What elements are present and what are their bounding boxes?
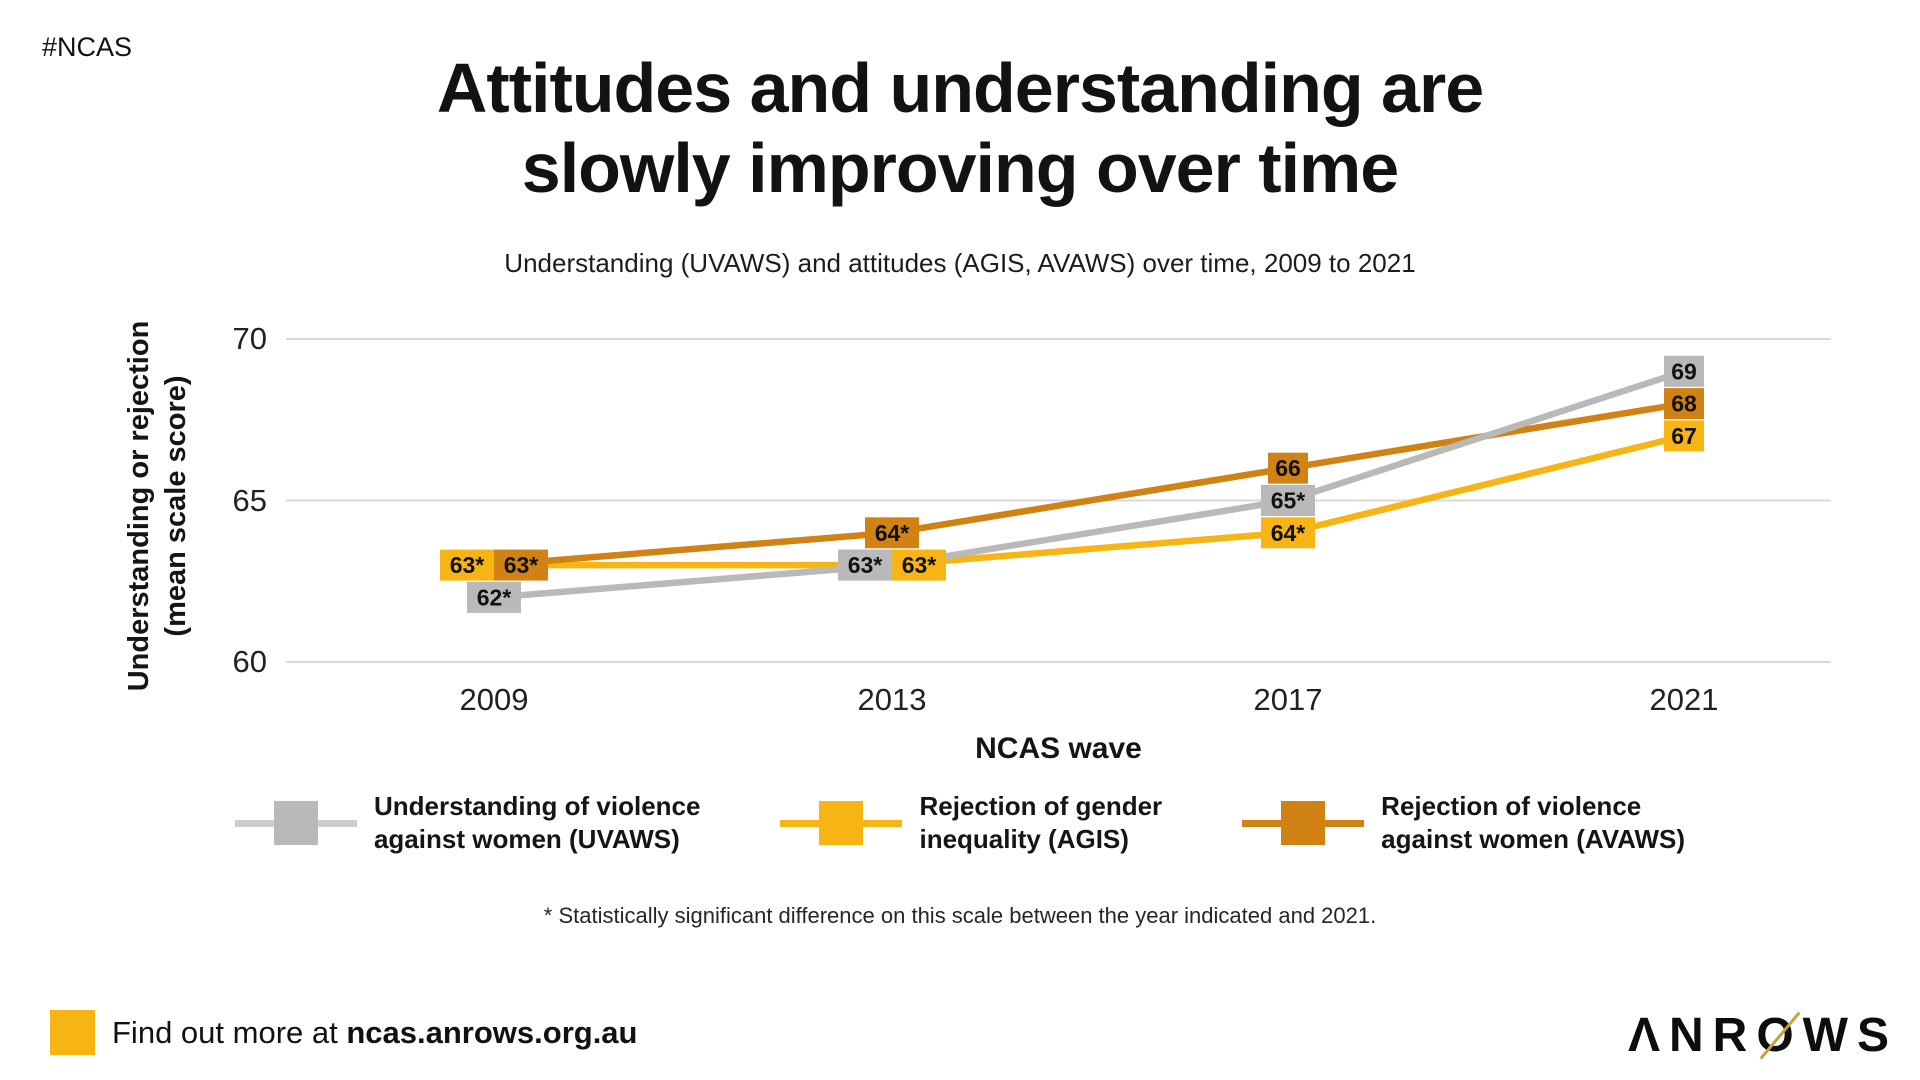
svg-text:66: 66 — [1275, 455, 1301, 481]
svg-text:63*: 63* — [504, 552, 539, 578]
x-tick-2017: 2017 — [1253, 682, 1323, 717]
y-tick-65: 65 — [232, 483, 267, 518]
legend-item-avaws: Rejection of violence against women (AVA… — [1242, 790, 1685, 856]
x-tick-2009: 2009 — [459, 682, 529, 717]
legend-label-agis: Rejection of gender inequality (AGIS) — [919, 791, 1163, 854]
legend-item-uvaws: Understanding of violence against women … — [234, 790, 701, 856]
ncas-url: ncas.anrows.org.au — [346, 1015, 638, 1050]
legend-square-icon — [273, 801, 318, 845]
footer-yellow-square-icon — [50, 1010, 95, 1055]
hashtag-label: #NCAS — [42, 32, 133, 62]
x-tick-2013: 2013 — [857, 682, 927, 717]
page-title-line2: slowly improving over time — [521, 129, 1399, 207]
svg-text:63*: 63* — [902, 552, 937, 578]
legend-square-icon — [819, 801, 864, 845]
chart-subtitle: Understanding (UVAWS) and attitudes (AGI… — [504, 248, 1416, 278]
y-axis-title-line1: Understanding or rejection — [123, 320, 155, 692]
anrows-logo-slashed-o: O — [1756, 1009, 1803, 1062]
anrows-logo: ΛNROWS — [1627, 1009, 1898, 1062]
svg-text:67: 67 — [1671, 423, 1697, 449]
chart-legend: Understanding of violence against women … — [0, 790, 1920, 856]
find-out-more-text: Find out more at ncas.anrows.org.au — [112, 1015, 637, 1051]
legend-label-avaws: Rejection of violence against women (AVA… — [1381, 791, 1686, 854]
y-tick-60: 60 — [232, 644, 267, 679]
svg-text:64*: 64* — [1271, 520, 1306, 546]
svg-text:64*: 64* — [875, 520, 910, 546]
legend-label-uvaws: Understanding of violence against women … — [373, 791, 701, 854]
x-axis-title: NCAS wave — [975, 732, 1142, 765]
x-tick-2021: 2021 — [1649, 682, 1719, 717]
svg-text:68: 68 — [1671, 391, 1697, 417]
svg-text:62*: 62* — [477, 584, 512, 610]
page-title-line1: Attitudes and understanding are — [436, 49, 1484, 127]
significance-footnote: * Statistically significant difference o… — [543, 903, 1377, 928]
svg-text:69: 69 — [1671, 358, 1697, 384]
find-out-more-prefix: Find out more at — [112, 1015, 347, 1050]
legend-square-icon — [1281, 801, 1326, 845]
legend-swatch-uvaws — [234, 800, 357, 846]
svg-text:65*: 65* — [1271, 488, 1306, 514]
legend-item-agis: Rejection of gender inequality (AGIS) — [780, 790, 1162, 856]
y-tick-70: 70 — [232, 321, 267, 356]
legend-swatch-agis — [780, 800, 903, 846]
legend-swatch-avaws — [1242, 800, 1365, 846]
page-title: Attitudes and understanding are slowly i… — [0, 48, 1920, 208]
svg-text:63*: 63* — [450, 552, 485, 578]
svg-text:63*: 63* — [848, 552, 883, 578]
